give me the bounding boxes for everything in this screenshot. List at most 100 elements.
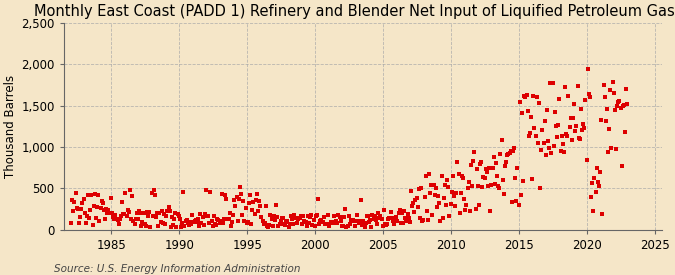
Point [595,170,605,174]
Point [155,220,166,224]
Point [398,221,408,226]
Point [194,224,205,229]
Point [369,213,380,218]
Point [615,105,626,110]
Point [136,224,146,229]
Point [244,201,254,206]
Point [74,221,84,225]
Point [319,222,330,226]
Point [481,170,492,174]
Point [212,217,223,221]
Point [514,100,525,104]
Point [220,192,231,197]
Point [590,189,601,194]
Point [100,216,111,221]
Point [152,211,163,215]
Point [227,220,238,224]
Point [207,223,218,228]
Point [597,212,608,217]
Point [264,223,275,227]
Point [249,212,260,216]
Point [277,216,288,221]
Point [558,142,568,146]
Point [479,176,490,181]
Point [463,180,474,185]
Point [374,216,385,220]
Point [502,153,513,158]
Point [222,217,233,221]
Point [239,219,250,223]
Point [213,218,224,222]
Point [520,95,531,100]
Point [588,209,599,213]
Point [215,219,226,223]
Point [259,222,269,227]
Point [411,196,422,200]
Point [506,149,516,153]
Point [414,216,425,220]
Point [299,219,310,223]
Point [107,214,118,219]
Point [516,111,527,116]
Point [90,192,101,196]
Point [306,213,317,217]
Point [187,213,198,218]
Point [462,186,473,190]
Point [396,211,407,216]
Point [436,174,447,179]
Point [435,219,446,224]
Point [310,213,321,218]
Point [360,221,371,225]
Point [518,179,529,184]
Point [104,211,115,216]
Point [179,224,190,228]
Point [433,194,443,198]
Point [342,224,353,228]
Point [165,225,176,229]
Point [265,213,276,218]
Point [102,211,113,215]
Point [536,148,547,152]
Point [287,217,298,221]
Point [535,185,545,190]
Point [391,215,402,219]
Point [234,185,245,189]
Point [329,214,340,219]
Point [599,95,610,100]
Point [324,224,335,228]
Point [291,220,302,225]
Point [596,117,607,122]
Point [464,208,475,213]
Point [551,134,562,139]
Point [450,203,460,208]
Point [414,187,425,192]
Point [566,138,577,142]
Point [199,211,210,216]
Point [481,167,491,171]
Point [230,204,241,208]
Point [437,216,448,220]
Point [331,218,342,223]
Point [252,209,263,214]
Point [483,183,493,188]
Point [620,130,630,135]
Point [325,220,336,224]
Point [153,224,164,229]
Point [563,94,574,98]
Point [574,136,585,141]
Point [424,172,435,177]
Point [160,222,171,226]
Point [82,214,92,218]
Point [598,82,609,87]
Point [271,203,281,208]
Point [256,215,267,220]
Point [186,222,196,226]
Point [94,219,105,223]
Point [399,209,410,213]
Point [245,193,256,197]
Point [319,215,329,219]
Point [417,219,428,224]
Point [282,219,293,224]
Point [109,217,119,221]
Point [169,217,180,221]
